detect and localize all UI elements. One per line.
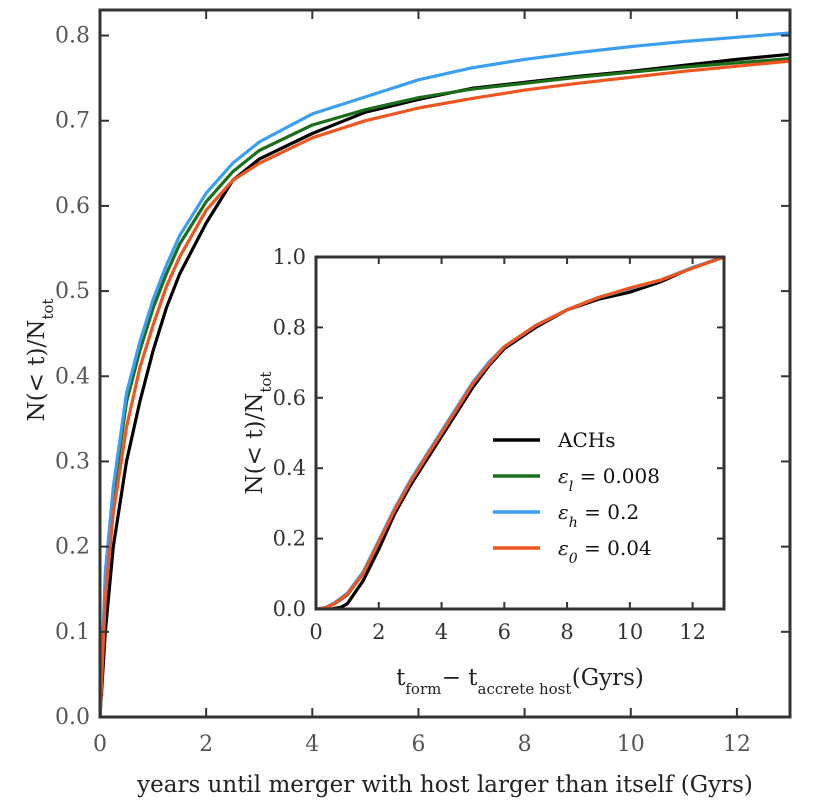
legend-value: = 0.008 xyxy=(573,464,660,488)
inset-x-axis-label: tform − taccrete host (Gyrs) xyxy=(396,665,644,698)
inset-x-tick-label: 8 xyxy=(560,620,573,644)
inset-x-label-sub1: form xyxy=(405,680,441,698)
inset-x-tick-label: 6 xyxy=(498,620,511,644)
inset-y-tick-label: 0.4 xyxy=(273,456,306,480)
main-y-tick-label: 0.2 xyxy=(55,535,90,560)
legend-subscript: l xyxy=(569,479,573,495)
main-y-tick-label: 0.3 xyxy=(55,449,90,474)
main-y-tick-label: 0.0 xyxy=(55,705,90,730)
inset-x-tick-label: 2 xyxy=(372,620,385,644)
inset-y-tick-label: 0.2 xyxy=(273,527,306,551)
main-x-tick-label: 0 xyxy=(93,732,107,757)
legend-value: = 0.04 xyxy=(578,536,652,560)
inset-x-label-t2: − t xyxy=(442,665,479,691)
main-x-tick-label: 4 xyxy=(305,732,319,757)
main-y-axis-label: N(< t)/Ntot xyxy=(24,299,57,422)
inset-y-tick-label: 0.0 xyxy=(273,597,306,621)
inset-y-label-main: N(< t)/N xyxy=(242,393,268,495)
legend-label-0: ACHs xyxy=(557,428,615,452)
main-plot-frame xyxy=(98,8,792,719)
main-x-axis-label: years until merger with host larger than… xyxy=(136,772,753,798)
main-y-tick-label: 0.8 xyxy=(55,24,90,49)
legend-symbol: ε xyxy=(558,500,569,524)
main-series-line-2 xyxy=(100,31,790,717)
main-y-tick-label: 0.4 xyxy=(55,364,90,389)
inset-y-axis-label: N(< t)/Ntot xyxy=(242,372,275,495)
main-x-tick-label: 12 xyxy=(723,732,751,757)
main-series-line-1 xyxy=(100,56,790,717)
main-y-tick-label: 0.5 xyxy=(55,279,90,304)
main-ticks: 0 2 4 6 8 10 12 0.0 0.1 0.2 0.3 0.4 0.5 0.6 0.7 0.8 xyxy=(55,10,790,757)
legend-symbol: ε xyxy=(558,464,569,488)
inset-series-lines xyxy=(316,257,724,609)
inset-x-tick-label: 12 xyxy=(679,620,706,644)
inset-ticks: 0 2 4 6 8 10 12 0.0 0.2 0.4 0.6 0.8 1.0 xyxy=(273,245,724,644)
main-x-tick-label: 6 xyxy=(411,732,425,757)
main-y-tick-label: 0.6 xyxy=(55,194,90,219)
main-x-tick-label: 10 xyxy=(617,732,645,757)
main-plot: 0 2 4 6 8 10 12 0.0 0.1 0.2 0.3 0.4 0.5 0.6 0.7 0.8 yea… xyxy=(24,8,792,798)
legend-subscript: 0 xyxy=(569,551,578,567)
inset-background xyxy=(316,257,724,609)
inset-x-label-t1: t xyxy=(396,665,406,691)
main-series-lines xyxy=(100,31,790,717)
inset-y-tick-label: 0.6 xyxy=(273,386,306,410)
main-y-label-sub: tot xyxy=(39,299,57,320)
inset-x-label-t3: (Gyrs) xyxy=(572,665,644,691)
main-x-tick-label: 2 xyxy=(199,732,213,757)
inset-series-line-3 xyxy=(316,257,724,609)
legend-symbol: ε xyxy=(558,536,569,560)
inset-series-line-0 xyxy=(316,257,724,609)
inset-x-tick-label: 0 xyxy=(309,620,322,644)
legend-label-3: ε0 = 0.04 xyxy=(558,536,652,567)
legend-subscript: h xyxy=(569,515,578,531)
inset-plot-frame xyxy=(314,255,726,611)
legend-label-2: εh = 0.2 xyxy=(558,500,639,531)
main-y-label-main: N(< t)/N xyxy=(24,320,50,422)
legend-label-1: εl = 0.008 xyxy=(558,464,660,495)
inset-plot: 0 2 4 6 8 10 12 0.0 0.2 0.4 0.6 0.8 1.0 tform − tacc… xyxy=(242,245,726,698)
inset-y-tick-label: 0.8 xyxy=(273,315,306,339)
main-series-line-3 xyxy=(100,59,790,717)
main-y-tick-label: 0.1 xyxy=(55,620,90,645)
main-x-tick-label: 8 xyxy=(518,732,532,757)
inset-y-tick-label: 1.0 xyxy=(273,245,306,269)
legend-value: = 0.2 xyxy=(578,500,639,524)
inset-y-label-sub: tot xyxy=(257,372,275,393)
inset-x-label-sub2: accrete host xyxy=(478,680,572,698)
main-y-tick-label: 0.7 xyxy=(55,109,90,134)
inset-x-tick-label: 10 xyxy=(616,620,643,644)
inset-x-tick-label: 4 xyxy=(435,620,448,644)
